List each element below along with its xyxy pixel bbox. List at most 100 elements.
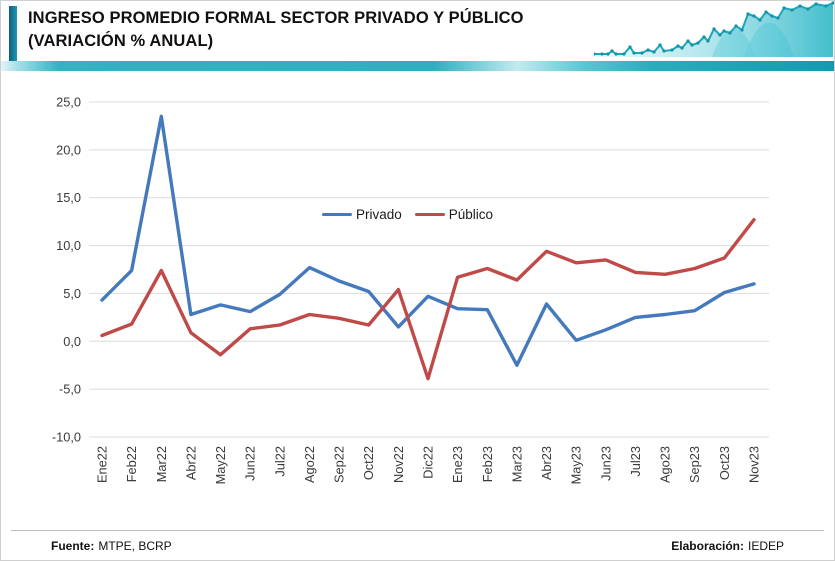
x-axis-tick-label: Ago23 [658,446,673,483]
y-axis-tick-label: 0,0 [63,334,81,349]
deco-marker-icon [824,4,828,8]
x-axis-tick-label: May22 [213,446,228,484]
deco-marker-icon [614,52,618,56]
x-axis-tick-label: Oct22 [361,446,376,480]
income-variation-chart: 25,0 20,0 15,0 10,0 5,0 0,0 -5,0 -10,0 Ene22 Feb… [52,95,769,484]
x-axis-tick-label: Abr23 [539,446,554,480]
deco-marker-icon [640,51,644,55]
x-axis-tick-label: Ene22 [95,446,110,483]
deco-marker-icon [676,44,680,48]
page-title-line1: INGRESO PROMEDIO FORMAL SECTOR PRIVADO Y… [28,9,524,27]
deco-marker-icon [658,43,662,47]
x-axis-tick-label: Ago22 [302,446,317,483]
legend-label-privado: Privado [355,207,402,222]
x-axis-tick-label: May23 [569,446,584,484]
deco-marker-icon [806,7,810,11]
source-label: Fuente: [51,539,95,553]
x-axis-tick-label: Jun23 [598,446,613,481]
y-axis-tick-label: 10,0 [56,238,81,253]
x-axis-tick-label: Nov23 [747,446,762,483]
deco-marker-icon [702,35,706,39]
deco-marker-icon [646,48,650,52]
y-axis-labels-group: 25,0 20,0 15,0 10,0 5,0 0,0 -5,0 -10,0 [52,95,81,445]
x-axis-tick-label: Nov22 [391,446,406,483]
legend-label-publico: Público [448,207,494,222]
deco-marker-icon [628,45,632,49]
x-axis-tick-label: Jul22 [272,446,287,477]
deco-marker-icon [722,29,726,33]
deco-marker-icon [606,52,610,56]
legend-item-publico: Público [414,207,494,222]
deco-marker-icon [758,18,762,22]
elaboration-label: Elaboración: [671,539,744,553]
legend-item-privado: Privado [321,207,402,222]
deco-marker-icon [696,41,700,45]
y-axis-tick-label: 15,0 [56,190,81,205]
publico-line-swatch-icon [414,212,445,217]
privado-line-swatch-icon [321,212,352,217]
deco-marker-icon [600,52,604,56]
deco-marker-icon [686,39,690,43]
x-axis-tick-label: Feb22 [124,446,139,482]
deco-marker-icon [734,24,738,28]
chart-legend: Privado Público [1,207,825,222]
deco-marker-icon [662,49,666,53]
deco-marker-icon [706,39,710,43]
deco-sparkline-icon [594,2,834,55]
deco-marker-icon [764,10,768,14]
series-line-pblico [100,217,756,381]
deco-marker-icon [632,51,636,55]
source-note: Fuente: MTPE, BCRP [51,539,172,553]
header-decoration-chart [594,1,834,57]
deco-marker-icon [670,48,674,52]
deco-marker-icon [752,14,756,18]
x-axis-tick-label: Abr22 [183,446,198,480]
deco-marker-icon [728,31,732,35]
x-axis-tick-label: Dic22 [421,446,436,479]
x-axis-tick-label: Mar23 [509,446,524,482]
deco-marker-icon [790,8,794,12]
series-lines-group [100,114,756,381]
gridlines-group [89,101,769,438]
x-axis-tick-label: Jun22 [243,446,258,481]
deco-marker-icon [776,16,780,20]
deco-marker-icon [712,27,716,31]
elaboration-value: IEDEP [747,539,784,553]
deco-marker-icon [814,2,818,6]
x-axis-tick-label: Sep22 [332,446,347,483]
deco-marker-icon [770,14,774,18]
x-axis-tick-label: Oct23 [717,446,732,480]
page-title: INGRESO PROMEDIO FORMAL SECTOR PRIVADO Y… [28,7,588,53]
title-accent-bar [9,6,17,63]
deco-marker-icon [831,1,834,5]
deco-marker-icon [798,4,802,8]
deco-marker-icon [622,52,626,56]
series-line-privado [100,114,756,367]
x-axis-tick-label: Ene23 [450,446,465,483]
deco-marker-icon [652,50,656,54]
y-axis-tick-label: 25,0 [56,95,81,110]
deco-marker-icon [594,52,596,56]
deco-marker-icon [746,12,750,16]
deco-marker-icon [610,49,614,53]
y-axis-tick-label: -5,0 [59,382,81,397]
x-axis-tick-label: Sep23 [687,446,702,483]
elaboration-note: Elaboración: IEDEP [671,539,784,553]
x-axis-tick-label: Jul23 [628,446,643,477]
deco-marker-icon [718,33,722,37]
deco-marker-icon [740,28,744,32]
page-title-line2: (VARIACIÓN % ANUAL) [28,32,214,50]
x-axis-labels-group: Ene22 Feb22 Mar22 Abr22 May22 Jun22 Jul22 Ago22… [95,446,762,484]
deco-marker-icon [690,43,694,47]
x-axis-tick-label: Feb23 [480,446,495,482]
header-gradient-bar [1,61,834,71]
footer-divider [11,530,824,531]
x-axis-tick-label: Mar22 [154,446,169,482]
source-value: MTPE, BCRP [98,539,172,553]
deco-marker-icon [680,46,684,50]
y-axis-tick-label: 20,0 [56,142,81,157]
deco-marker-icon [782,6,786,10]
y-axis-tick-label: -10,0 [52,430,81,445]
y-axis-tick-label: 5,0 [63,286,81,301]
